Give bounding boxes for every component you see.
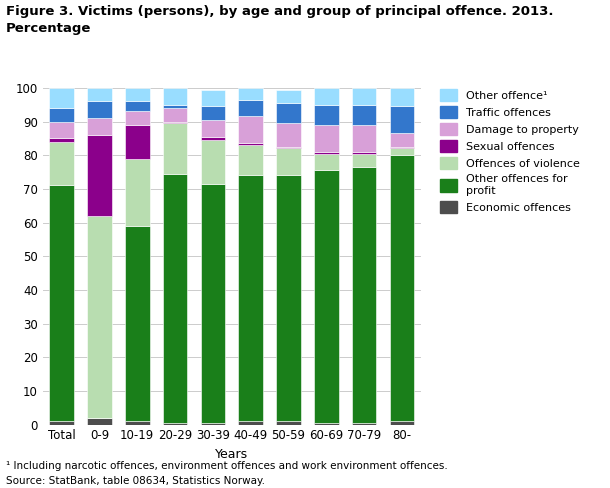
Bar: [239, 143, 263, 145]
Bar: [352, 423, 376, 425]
Bar: [390, 106, 414, 133]
Legend: Other offence¹, Traffic offences, Damage to property, Sexual offences, Offences : Other offence¹, Traffic offences, Damage…: [438, 87, 582, 215]
Bar: [49, 142, 74, 185]
Bar: [125, 102, 149, 111]
Bar: [390, 421, 414, 425]
Bar: [276, 123, 301, 147]
Bar: [49, 185, 74, 421]
Bar: [314, 152, 339, 154]
Bar: [314, 154, 339, 170]
Bar: [276, 89, 301, 103]
Bar: [49, 421, 74, 425]
Bar: [352, 154, 376, 167]
Bar: [201, 137, 225, 140]
Bar: [163, 108, 187, 122]
Bar: [390, 88, 414, 106]
Bar: [125, 111, 149, 125]
Bar: [49, 122, 74, 139]
Text: ¹ Including narcotic offences, environment offences and work environment offence: ¹ Including narcotic offences, environme…: [6, 461, 448, 471]
Bar: [276, 148, 301, 175]
Bar: [201, 184, 225, 423]
Bar: [49, 108, 74, 122]
Bar: [352, 167, 376, 423]
Bar: [125, 421, 149, 425]
Bar: [314, 170, 339, 423]
Bar: [87, 102, 112, 118]
Bar: [276, 147, 301, 148]
Bar: [125, 88, 149, 102]
Bar: [352, 125, 376, 152]
Bar: [352, 88, 376, 104]
Bar: [87, 135, 112, 216]
Bar: [314, 423, 339, 425]
Bar: [390, 147, 414, 148]
Text: Source: StatBank, table 08634, Statistics Norway.: Source: StatBank, table 08634, Statistic…: [6, 476, 265, 486]
Bar: [390, 148, 414, 155]
Bar: [163, 423, 187, 425]
X-axis label: Years: Years: [215, 448, 248, 461]
Bar: [163, 123, 187, 174]
Bar: [276, 421, 301, 425]
Bar: [352, 105, 376, 125]
Bar: [87, 88, 112, 102]
Bar: [125, 226, 149, 421]
Bar: [163, 122, 187, 123]
Bar: [163, 174, 187, 423]
Bar: [239, 117, 263, 143]
Bar: [125, 159, 149, 226]
Bar: [201, 106, 225, 120]
Bar: [390, 133, 414, 147]
Bar: [49, 138, 74, 142]
Bar: [314, 125, 339, 152]
Bar: [201, 140, 225, 184]
Bar: [276, 103, 301, 123]
Bar: [239, 100, 263, 117]
Bar: [314, 88, 339, 104]
Bar: [239, 145, 263, 175]
Bar: [201, 89, 225, 106]
Bar: [87, 216, 112, 418]
Bar: [87, 418, 112, 425]
Bar: [352, 152, 376, 154]
Bar: [390, 155, 414, 421]
Bar: [239, 421, 263, 425]
Bar: [87, 118, 112, 135]
Bar: [49, 88, 74, 108]
Bar: [239, 175, 263, 421]
Bar: [163, 104, 187, 108]
Bar: [125, 125, 149, 159]
Text: Figure 3. Victims (persons), by age and group of principal offence. 2013.
Percen: Figure 3. Victims (persons), by age and …: [6, 5, 554, 35]
Bar: [276, 175, 301, 421]
Bar: [163, 88, 187, 104]
Bar: [239, 88, 263, 100]
Bar: [201, 423, 225, 425]
Bar: [314, 105, 339, 125]
Bar: [201, 120, 225, 137]
